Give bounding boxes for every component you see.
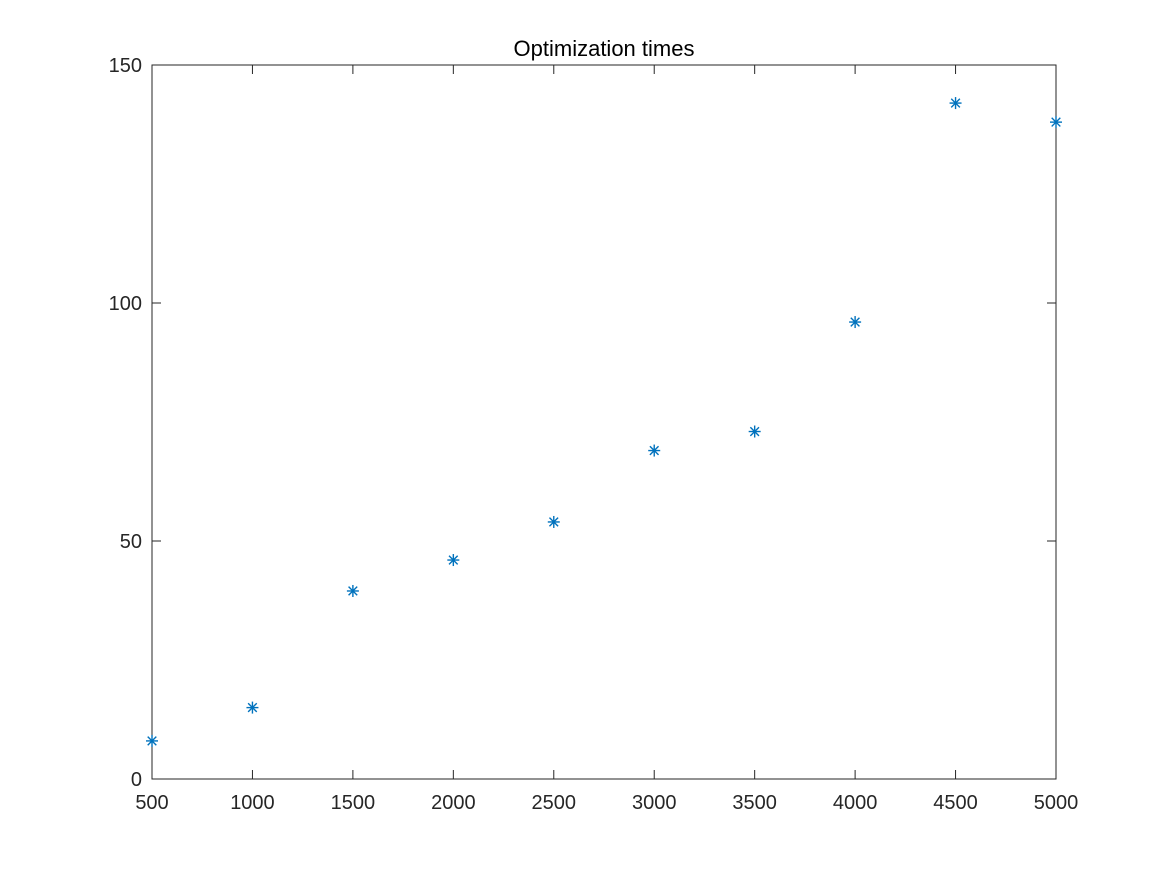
data-point-marker [346,584,359,597]
y-tick-label: 50 [120,531,142,553]
data-point-marker [246,701,259,714]
marker-stroke [448,555,459,565]
data-point-marker [748,425,761,438]
data-point-marker [146,734,158,747]
marker-stroke [247,702,258,713]
marker-stroke [548,517,559,527]
x-tick-label: 4500 [933,792,978,814]
x-tick-label: 5000 [1034,792,1079,814]
x-tick-label: 4000 [833,792,878,814]
y-tick-label: 100 [109,293,142,315]
y-tick-label: 150 [109,55,142,77]
data-point-marker [648,444,661,457]
chart-title: Optimization times [514,36,695,61]
x-tick-label: 3000 [632,792,677,814]
marker-stroke [348,586,358,596]
marker-stroke [649,445,660,456]
data-point-marker [1050,116,1062,129]
x-tick-label: 2500 [532,792,577,814]
marker-stroke [950,98,961,108]
x-tick-label: 500 [135,792,168,814]
x-tick-label: 1500 [331,792,376,814]
marker-stroke [147,736,157,746]
data-point-marker [849,316,862,329]
x-tick-label: 3500 [732,792,777,814]
data-point-marker [447,554,460,567]
ticks-layer: 500 1000 1500 2000 2500 3000 3500 4000 4500 5000 0… [109,55,1079,814]
marker-stroke [1051,117,1061,127]
y-tick-label: 0 [131,769,142,791]
markers-layer [146,97,1062,747]
x-tick-label: 2000 [431,792,476,814]
data-point-marker [547,515,560,528]
marker-stroke [749,426,760,437]
x-tick-label: 1000 [230,792,275,814]
marker-stroke [850,317,860,327]
data-point-marker [949,97,962,110]
axes-box [151,64,1057,780]
